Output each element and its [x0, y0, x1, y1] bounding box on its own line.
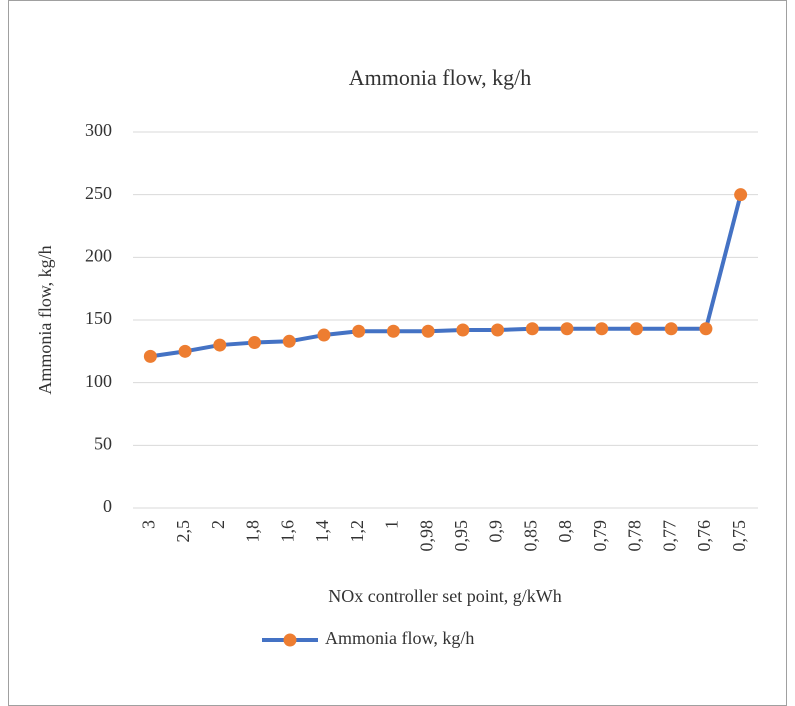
x-tick-label: 1,6 — [277, 520, 297, 543]
data-point — [699, 322, 713, 336]
data-point — [213, 338, 227, 352]
data-point — [456, 323, 470, 337]
x-tick-label: 0,77 — [659, 520, 679, 552]
data-point — [421, 324, 435, 338]
y-tick-label: 150 — [85, 308, 112, 328]
chart-border — [8, 0, 787, 706]
x-tick-label: 1,2 — [347, 520, 367, 543]
x-tick-label: 0,79 — [590, 520, 610, 552]
data-point — [143, 349, 157, 363]
data-point — [352, 324, 366, 338]
x-tick-label: 0,85 — [520, 520, 540, 552]
x-tick-label: 0,78 — [625, 520, 645, 552]
x-tick-label: 0,8 — [555, 520, 575, 543]
x-tick-label: 0,95 — [451, 520, 471, 552]
x-tick-label: 1,8 — [243, 520, 263, 543]
legend-label: Ammonia flow, kg/h — [325, 628, 474, 648]
y-tick-label: 250 — [85, 183, 112, 203]
data-point — [178, 344, 192, 358]
y-tick-label: 100 — [85, 371, 112, 391]
data-point — [664, 322, 678, 336]
x-tick-label: 2,5 — [173, 520, 193, 543]
y-tick-label: 0 — [103, 496, 112, 516]
x-tick-label: 0,75 — [729, 520, 749, 552]
data-point — [734, 188, 748, 202]
y-tick-label: 200 — [85, 245, 112, 265]
x-tick-label: 2 — [208, 520, 228, 529]
data-point — [491, 323, 505, 337]
legend-marker — [283, 633, 297, 647]
x-tick-label: 1,4 — [312, 520, 332, 543]
x-axis-title: NOx controller set point, g/kWh — [328, 586, 561, 606]
x-tick-label: 3 — [138, 520, 158, 529]
data-point — [386, 324, 400, 338]
data-point — [629, 322, 643, 336]
data-point — [525, 322, 539, 336]
data-point — [248, 336, 262, 350]
x-tick-label: 0,76 — [694, 520, 714, 552]
chart-title: Ammonia flow, kg/h — [349, 65, 532, 90]
x-tick-label: 0,98 — [416, 520, 436, 552]
y-tick-label: 300 — [85, 120, 112, 140]
y-axis-title: Ammonia flow, kg/h — [35, 245, 55, 394]
x-tick-label: 1 — [382, 520, 402, 529]
data-point — [595, 322, 609, 336]
x-tick-label: 0,9 — [486, 520, 506, 543]
data-point — [317, 328, 331, 342]
data-point — [282, 334, 296, 348]
data-point — [560, 322, 574, 336]
y-tick-label: 50 — [94, 433, 112, 453]
